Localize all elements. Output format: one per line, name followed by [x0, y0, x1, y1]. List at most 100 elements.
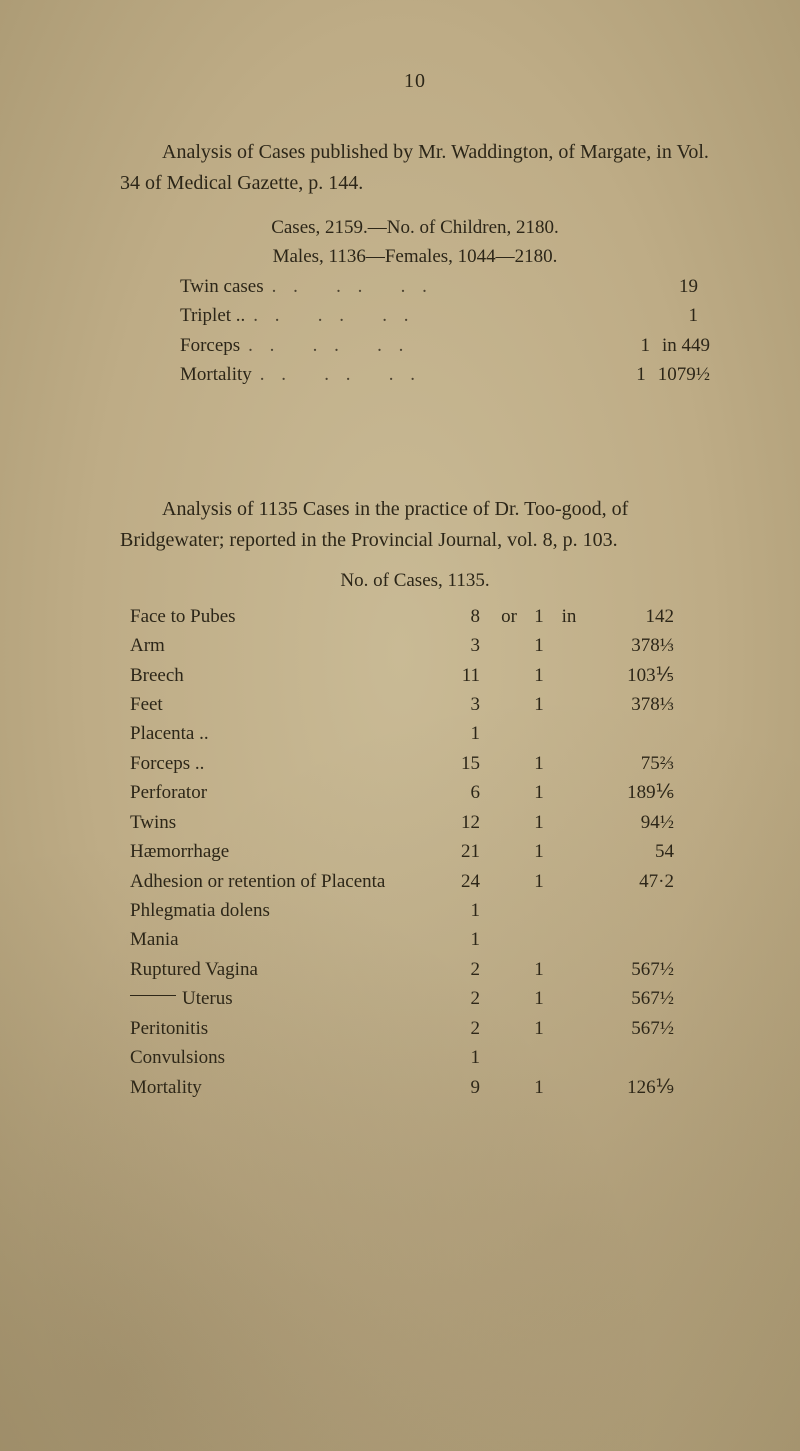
row-rate: 94½ [584, 808, 674, 837]
table-row: Peritonitis21567½ [130, 1014, 710, 1043]
table-row: Breech111103⅕ [130, 661, 710, 690]
row-one: 1 [524, 749, 554, 778]
row-label: Phlegmatia dolens [130, 896, 430, 925]
row-count: 3 [430, 631, 494, 660]
row-count: 2 [430, 984, 494, 1013]
row-count: 1 [430, 1043, 494, 1072]
table-row: Mania1 [130, 925, 710, 954]
table-row: Face to Pubes8or1in142 [130, 602, 710, 631]
row-extra: in 449 [662, 331, 710, 360]
row-value: 19 [638, 272, 710, 301]
block-a-line1: Cases, 2159.—No. of Children, 2180. [120, 213, 710, 242]
row-count: 3 [430, 690, 494, 719]
row-label: Forceps .. [130, 749, 430, 778]
row-label: Mortality [130, 1073, 430, 1102]
table-row: Arm3 1 378⅓ [130, 631, 710, 660]
row-count: 1 [430, 719, 494, 748]
row-label: Forceps [180, 331, 240, 360]
row-label: Uterus [130, 984, 430, 1013]
row-one: 1 [524, 867, 554, 896]
row-in: in [554, 602, 584, 631]
row-rate: 142 [584, 602, 674, 631]
row-label: Mortality [180, 360, 252, 389]
row-count: 21 [430, 837, 494, 866]
row-label: Breech [130, 661, 430, 690]
leader-dots: . . . . . . [245, 301, 638, 330]
row-rate: 54 [584, 837, 674, 866]
block-a-row: Twin cases . . . . . . 19 [180, 272, 710, 301]
row-value: 1 [590, 331, 662, 360]
row-value: 1 [586, 360, 658, 389]
block-a: Cases, 2159.—No. of Children, 2180. Male… [180, 213, 710, 390]
block-a-line2: Males, 1136—Females, 1044—2180. [120, 242, 710, 271]
page-number: 10 [120, 70, 710, 93]
row-rate: 126⅑ [584, 1073, 674, 1102]
cases-table: Face to Pubes8or1in142Arm31378⅓Breech111… [130, 602, 710, 1102]
row-label: Hæmorrhage [130, 837, 430, 866]
block-a-row: Triplet .. . . . . . . 1 [180, 301, 710, 330]
block-a-row: Forceps . . . . . . 1 in 449 [180, 331, 710, 360]
table-row: Perforator6 1 189⅙ [130, 778, 710, 807]
row-rate: 189⅙ [584, 778, 674, 807]
row-count: 9 [430, 1073, 494, 1102]
row-rate: 378⅓ [584, 631, 674, 660]
row-value: 1 [638, 301, 710, 330]
row-one: 1 [524, 955, 554, 984]
row-count: 11 [430, 661, 494, 690]
table-row: Mortality9 1 126⅑ [130, 1073, 710, 1102]
row-one: 1 [524, 808, 554, 837]
leader-dots: . . . . . . [264, 272, 638, 301]
row-one: 1 [524, 661, 554, 690]
row-label: Twins [130, 808, 430, 837]
leader-dots: . . . . . . [252, 360, 586, 389]
row-count: 2 [430, 955, 494, 984]
leader-dots: . . . . . . [240, 331, 590, 360]
row-extra: 1079½ [658, 360, 710, 389]
row-count: 12 [430, 808, 494, 837]
row-label: Peritonitis [130, 1014, 430, 1043]
row-label: Feet [130, 690, 430, 719]
block-a-row: Mortality . . . . . . 1 1079½ [180, 360, 710, 389]
table-row: Uterus21567½ [130, 984, 710, 1013]
row-count: 8 [430, 602, 494, 631]
row-rate: 75⅔ [584, 749, 674, 778]
intro-paragraph-1: Analysis of Cases published by Mr. Waddi… [120, 137, 710, 199]
table-title: No. of Cases, 1135. [120, 570, 710, 592]
table-row: Hæmorrhage21 1 54 [130, 837, 710, 866]
row-label: Mania [130, 925, 430, 954]
row-label: Triplet .. [180, 301, 245, 330]
table-row: Placenta ..1 [130, 719, 710, 748]
table-row: Feet3 1 378⅓ [130, 690, 710, 719]
row-one: 1 [524, 631, 554, 660]
row-rate: 378⅓ [584, 690, 674, 719]
row-one: 1 [524, 602, 554, 631]
row-one: 1 [524, 1073, 554, 1102]
table-row: Twins12 1 94½ [130, 808, 710, 837]
row-one: 1 [524, 778, 554, 807]
row-label: Face to Pubes [130, 602, 430, 631]
row-label: Placenta .. [130, 719, 430, 748]
page: 10 Analysis of Cases published by Mr. Wa… [0, 0, 800, 1451]
intro-paragraph-2: Analysis of 1135 Cases in the practice o… [120, 494, 710, 556]
row-label: Ruptured Vagina [130, 955, 430, 984]
row-one: 1 [524, 984, 554, 1013]
row-rate: 567½ [584, 955, 674, 984]
row-count: 6 [430, 778, 494, 807]
row-count: 1 [430, 925, 494, 954]
row-one: 1 [524, 1014, 554, 1043]
row-count: 2 [430, 1014, 494, 1043]
row-count: 24 [430, 867, 494, 896]
table-row: Convulsions1 [130, 1043, 710, 1072]
row-count: 15 [430, 749, 494, 778]
row-or: or [494, 602, 524, 631]
row-label: Perforator [130, 778, 430, 807]
row-one: 1 [524, 690, 554, 719]
row-label: Convulsions [130, 1043, 430, 1072]
table-row: Ruptured Vagina2 1 567½ [130, 955, 710, 984]
table-row: Phlegmatia dolens1 [130, 896, 710, 925]
row-one: 1 [524, 837, 554, 866]
row-count: 1 [430, 896, 494, 925]
row-label: Arm [130, 631, 430, 660]
row-rate: 103⅕ [584, 661, 674, 690]
row-label: Twin cases [180, 272, 264, 301]
